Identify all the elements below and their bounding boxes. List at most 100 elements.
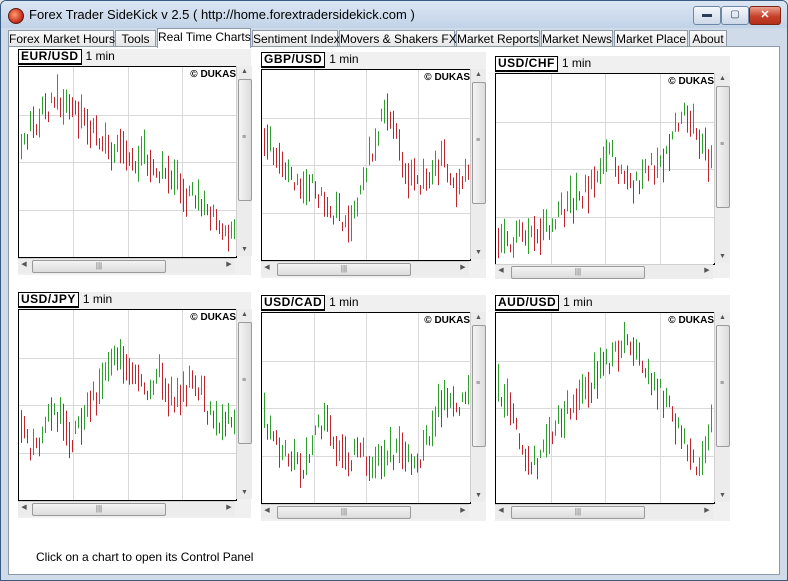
- scroll-left-arrow-icon[interactable]: ◀: [21, 261, 27, 268]
- scroll-right-arrow-icon[interactable]: ▶: [460, 507, 466, 514]
- horizontal-scrollbar[interactable]: ◀ ||| ▶: [18, 501, 235, 516]
- scroll-down-arrow-icon[interactable]: ▼: [719, 492, 726, 499]
- chart-plot[interactable]: © DUKAS: [261, 69, 471, 261]
- scroll-left-arrow-icon[interactable]: ◀: [498, 267, 504, 274]
- tab-real-time-charts[interactable]: Real Time Charts: [157, 28, 251, 48]
- candle-bar: [69, 94, 70, 120]
- scroll-thumb[interactable]: |||: [511, 266, 645, 279]
- scroll-down-arrow-icon[interactable]: ▼: [241, 246, 248, 253]
- maximize-button[interactable]: ▢: [721, 6, 749, 25]
- horizontal-scrollbar[interactable]: ◀ ||| ▶: [18, 258, 235, 273]
- chart-plot[interactable]: © DUKAS: [261, 312, 471, 504]
- vertical-scrollbar[interactable]: ▲ ≡ ▼: [470, 69, 486, 259]
- candle-bar: [702, 441, 703, 476]
- chart-panel-aud-usd[interactable]: AUD/USD 1 min © DUKAS ▲ ≡ ▼ ◀ ||| ▶: [495, 295, 730, 521]
- scroll-up-arrow-icon[interactable]: ▲: [719, 314, 726, 321]
- scroll-down-arrow-icon[interactable]: ▼: [241, 489, 248, 496]
- chart-plot[interactable]: © DUKAS: [495, 73, 715, 265]
- vertical-scrollbar[interactable]: ▲ ≡ ▼: [714, 73, 730, 263]
- title-bar[interactable]: Forex Trader SideKick v 2.5 ( http://hom…: [1, 1, 787, 28]
- chart-candles-svg: [496, 313, 714, 503]
- tab-movers-shakers-fx[interactable]: Movers & Shakers FX: [339, 30, 457, 47]
- scroll-right-arrow-icon[interactable]: ▶: [460, 264, 466, 271]
- chart-plot[interactable]: © DUKAS: [495, 312, 715, 504]
- scroll-up-arrow-icon[interactable]: ▲: [241, 311, 248, 318]
- candle-bar: [675, 112, 676, 132]
- tab-about[interactable]: About: [689, 30, 727, 47]
- scroll-thumb[interactable]: ≡: [472, 325, 486, 447]
- horizontal-scrollbar[interactable]: ◀ ||| ▶: [495, 504, 713, 519]
- tab-market-reports[interactable]: Market Reports: [456, 30, 540, 47]
- candle-bar: [510, 392, 511, 426]
- tab-forex-market-hours[interactable]: Forex Market Hours: [8, 30, 116, 47]
- scroll-left-arrow-icon[interactable]: ◀: [264, 507, 270, 514]
- chart-panel-usd-cad[interactable]: USD/CAD 1 min © DUKAS ▲ ≡ ▼ ◀ ||| ▶: [261, 295, 486, 521]
- scroll-left-arrow-icon[interactable]: ◀: [264, 264, 270, 271]
- chart-panel-gbp-usd[interactable]: GBP/USD 1 min © DUKAS ▲ ≡ ▼ ◀ ||| ▶: [261, 52, 486, 278]
- scroll-up-arrow-icon[interactable]: ▲: [475, 71, 482, 78]
- candle-bar: [375, 128, 376, 161]
- scroll-right-arrow-icon[interactable]: ▶: [226, 261, 232, 268]
- horizontal-scrollbar[interactable]: ◀ ||| ▶: [261, 504, 469, 519]
- scroll-thumb[interactable]: |||: [511, 506, 645, 519]
- chart-copyright: © DUKAS: [188, 312, 236, 323]
- candle-bar: [324, 402, 325, 431]
- candle-bar: [381, 445, 382, 480]
- scroll-thumb[interactable]: ≡: [238, 79, 252, 201]
- vertical-scrollbar[interactable]: ▲ ≡ ▼: [714, 312, 730, 502]
- scroll-up-arrow-icon[interactable]: ▲: [719, 75, 726, 82]
- candle-bar: [438, 159, 439, 186]
- scroll-right-arrow-icon[interactable]: ▶: [226, 504, 232, 511]
- candle-bar: [303, 171, 304, 204]
- tab-tools[interactable]: Tools: [115, 30, 156, 47]
- candle-bar: [690, 110, 691, 137]
- vertical-scrollbar[interactable]: ▲ ≡ ▼: [236, 309, 252, 499]
- candle-bar: [267, 124, 268, 160]
- scroll-thumb[interactable]: |||: [277, 263, 411, 276]
- minimize-button[interactable]: ▬: [693, 6, 721, 25]
- candle-bar: [306, 169, 307, 206]
- chart-plot[interactable]: © DUKAS: [18, 309, 237, 501]
- tab-market-news[interactable]: Market News: [541, 30, 613, 47]
- candle-bar: [36, 124, 37, 136]
- candle-bar: [660, 379, 661, 388]
- scroll-left-arrow-icon[interactable]: ◀: [498, 507, 504, 514]
- scroll-down-arrow-icon[interactable]: ▼: [719, 253, 726, 260]
- horizontal-scrollbar[interactable]: ◀ ||| ▶: [495, 264, 713, 279]
- scroll-right-arrow-icon[interactable]: ▶: [704, 267, 710, 274]
- candle-bar: [504, 384, 505, 418]
- candle-bar: [510, 244, 511, 253]
- chart-plot[interactable]: © DUKAS: [18, 66, 237, 258]
- tab-sentiment-index[interactable]: Sentiment Index: [252, 30, 340, 47]
- candle-bar: [159, 354, 160, 378]
- chart-panel-usd-jpy[interactable]: USD/JPY 1 min © DUKAS ▲ ≡ ▼ ◀ ||| ▶: [18, 292, 252, 518]
- chart-header: USD/CHF 1 min: [495, 56, 591, 72]
- candle-bar: [144, 382, 145, 395]
- scroll-thumb[interactable]: ≡: [716, 86, 730, 208]
- vertical-scrollbar[interactable]: ▲ ≡ ▼: [236, 66, 252, 256]
- scroll-right-arrow-icon[interactable]: ▶: [704, 507, 710, 514]
- scroll-down-arrow-icon[interactable]: ▼: [475, 492, 482, 499]
- horizontal-scrollbar[interactable]: ◀ ||| ▶: [261, 261, 469, 276]
- candle-bar: [417, 453, 418, 473]
- vertical-scrollbar[interactable]: ▲ ≡ ▼: [470, 312, 486, 502]
- chart-panel-usd-chf[interactable]: USD/CHF 1 min © DUKAS ▲ ≡ ▼ ◀ ||| ▶: [495, 56, 730, 279]
- scroll-thumb[interactable]: |||: [277, 506, 411, 519]
- candle-bar: [654, 165, 655, 185]
- scroll-thumb[interactable]: ≡: [716, 325, 730, 447]
- scroll-left-arrow-icon[interactable]: ◀: [21, 504, 27, 511]
- scroll-thumb[interactable]: ≡: [472, 82, 486, 204]
- candle-bar: [645, 368, 646, 378]
- candle-bar: [609, 362, 610, 375]
- scroll-up-arrow-icon[interactable]: ▲: [241, 68, 248, 75]
- scroll-thumb[interactable]: ≡: [238, 322, 252, 444]
- scroll-down-arrow-icon[interactable]: ▼: [475, 249, 482, 256]
- scroll-thumb[interactable]: |||: [32, 260, 166, 273]
- chart-panel-eur-usd[interactable]: EUR/USD 1 min © DUKAS ▲ ≡ ▼ ◀ ||| ▶: [18, 49, 252, 275]
- scroll-up-arrow-icon[interactable]: ▲: [475, 314, 482, 321]
- close-button[interactable]: ✕: [749, 6, 781, 25]
- scroll-thumb[interactable]: |||: [32, 503, 166, 516]
- tab-market-place[interactable]: Market Place: [614, 30, 688, 47]
- candle-bar: [24, 416, 25, 439]
- candle-bar: [204, 190, 205, 216]
